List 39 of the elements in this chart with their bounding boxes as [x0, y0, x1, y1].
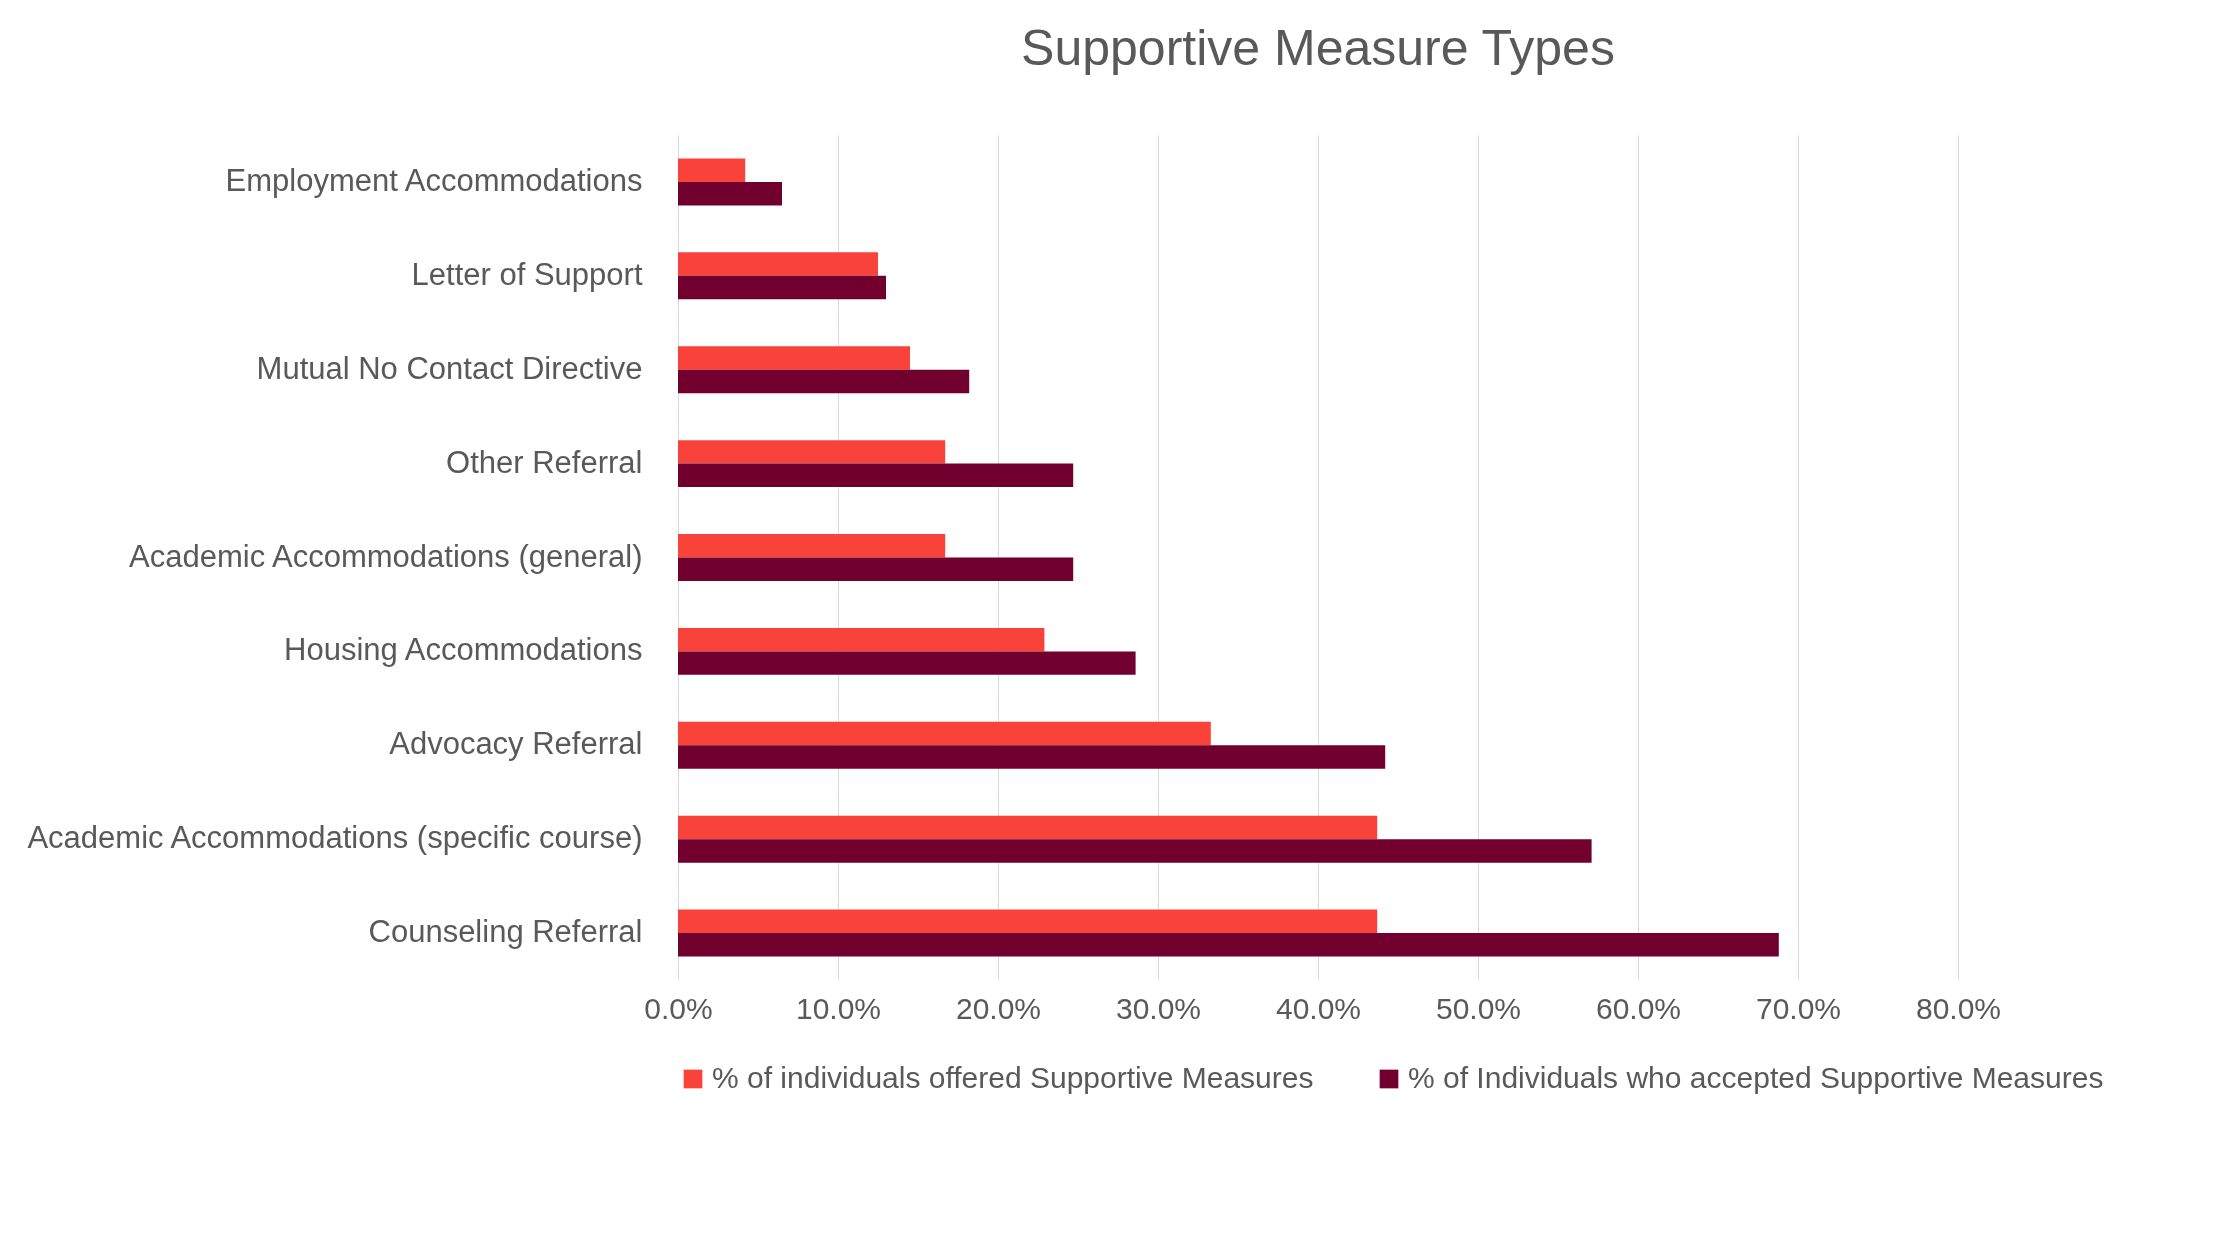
bar	[678, 252, 878, 276]
bar	[678, 651, 1136, 675]
y-tick-label: Other Referral	[446, 444, 643, 480]
x-tick-label: 10.0%	[795, 991, 882, 1025]
bar	[678, 369, 970, 394]
legend-label: % of individuals offered Supportive Measures	[712, 1061, 1314, 1094]
y-tick-label: Advocacy Referral	[389, 726, 643, 762]
bar	[678, 933, 1779, 957]
bar	[678, 346, 910, 370]
y-tick-label: Counseling Referral	[368, 914, 643, 950]
x-tick-label: 40.0%	[1275, 991, 1362, 1025]
x-tick-label: 20.0%	[955, 991, 1042, 1025]
x-tick-label: 80.0%	[1915, 991, 2002, 1025]
y-tick-label: Letter of Support	[411, 256, 643, 292]
chart-title: Supportive Measure Types	[1021, 20, 1615, 76]
y-tick-label: Mutual No Contact Directive	[256, 350, 643, 386]
bar	[678, 627, 1045, 652]
y-tick-label: Academic Accommodations (general)	[129, 538, 643, 574]
y-tick-label: Housing Accommodations	[284, 632, 643, 668]
bar	[678, 745, 1386, 769]
bar	[678, 440, 946, 464]
x-tick-label: 0.0%	[644, 991, 713, 1025]
bar	[678, 815, 1378, 840]
y-tick-label: Employment Accommodations	[225, 162, 643, 198]
y-tick-label: Academic Accommodations (specific course)	[27, 820, 643, 856]
legend-label: % of Individuals who accepted Supportive Measures	[1408, 1061, 2104, 1094]
bar	[678, 721, 1211, 746]
x-tick-label: 30.0%	[1115, 991, 1202, 1025]
bar	[678, 534, 946, 558]
bar	[678, 181, 782, 206]
x-tick-label: 70.0%	[1755, 991, 1842, 1025]
bar	[678, 557, 1074, 581]
x-tick-label: 50.0%	[1435, 991, 1522, 1025]
bar	[678, 909, 1378, 934]
x-tick-label: 60.0%	[1595, 991, 1682, 1025]
bar	[678, 839, 1592, 863]
bar	[678, 463, 1074, 488]
bar	[678, 158, 746, 182]
bar	[678, 275, 886, 300]
